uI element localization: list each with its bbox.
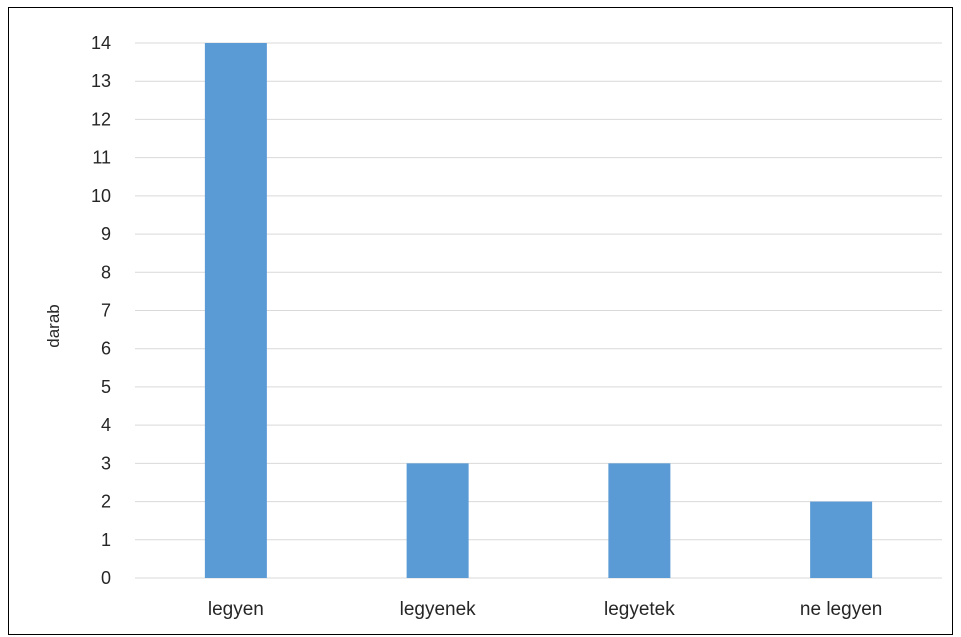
x-category-label: ne legyen	[800, 599, 882, 620]
y-tick-label: 13	[91, 71, 111, 91]
y-tick-label: 6	[101, 339, 111, 359]
chart-frame: 0 1 2 3 4 5 6 7 8 9 10 11 12 13 14 legyen legyenek legye…	[8, 7, 953, 635]
y-tick-label: 2	[101, 492, 111, 512]
y-tick-label: 7	[101, 301, 111, 321]
gridlines	[135, 42, 942, 579]
bars	[204, 43, 873, 578]
y-tick-label: 4	[101, 415, 111, 435]
x-axis-categories: legyen legyenek legyetek ne legyen	[208, 599, 882, 620]
y-tick-label: 12	[91, 109, 111, 129]
y-tick-label: 1	[101, 530, 111, 550]
y-tick-label: 0	[101, 568, 111, 588]
x-category-label: legyetek	[604, 599, 675, 620]
bar-legyen	[204, 43, 267, 578]
y-tick-label: 8	[101, 262, 111, 282]
y-tick-label: 10	[91, 186, 111, 206]
y-axis-title: darab	[44, 304, 63, 347]
bar-ne-legyen	[810, 501, 873, 578]
y-tick-label: 9	[101, 224, 111, 244]
x-category-label: legyen	[208, 599, 264, 620]
y-tick-label: 14	[91, 33, 111, 53]
x-category-label: legyenek	[400, 599, 477, 620]
y-tick-label: 3	[101, 453, 111, 473]
bar-legyetek	[608, 463, 671, 578]
bar-legyenek	[406, 463, 469, 578]
y-tick-label: 11	[92, 148, 111, 168]
y-tick-label: 5	[101, 377, 111, 397]
